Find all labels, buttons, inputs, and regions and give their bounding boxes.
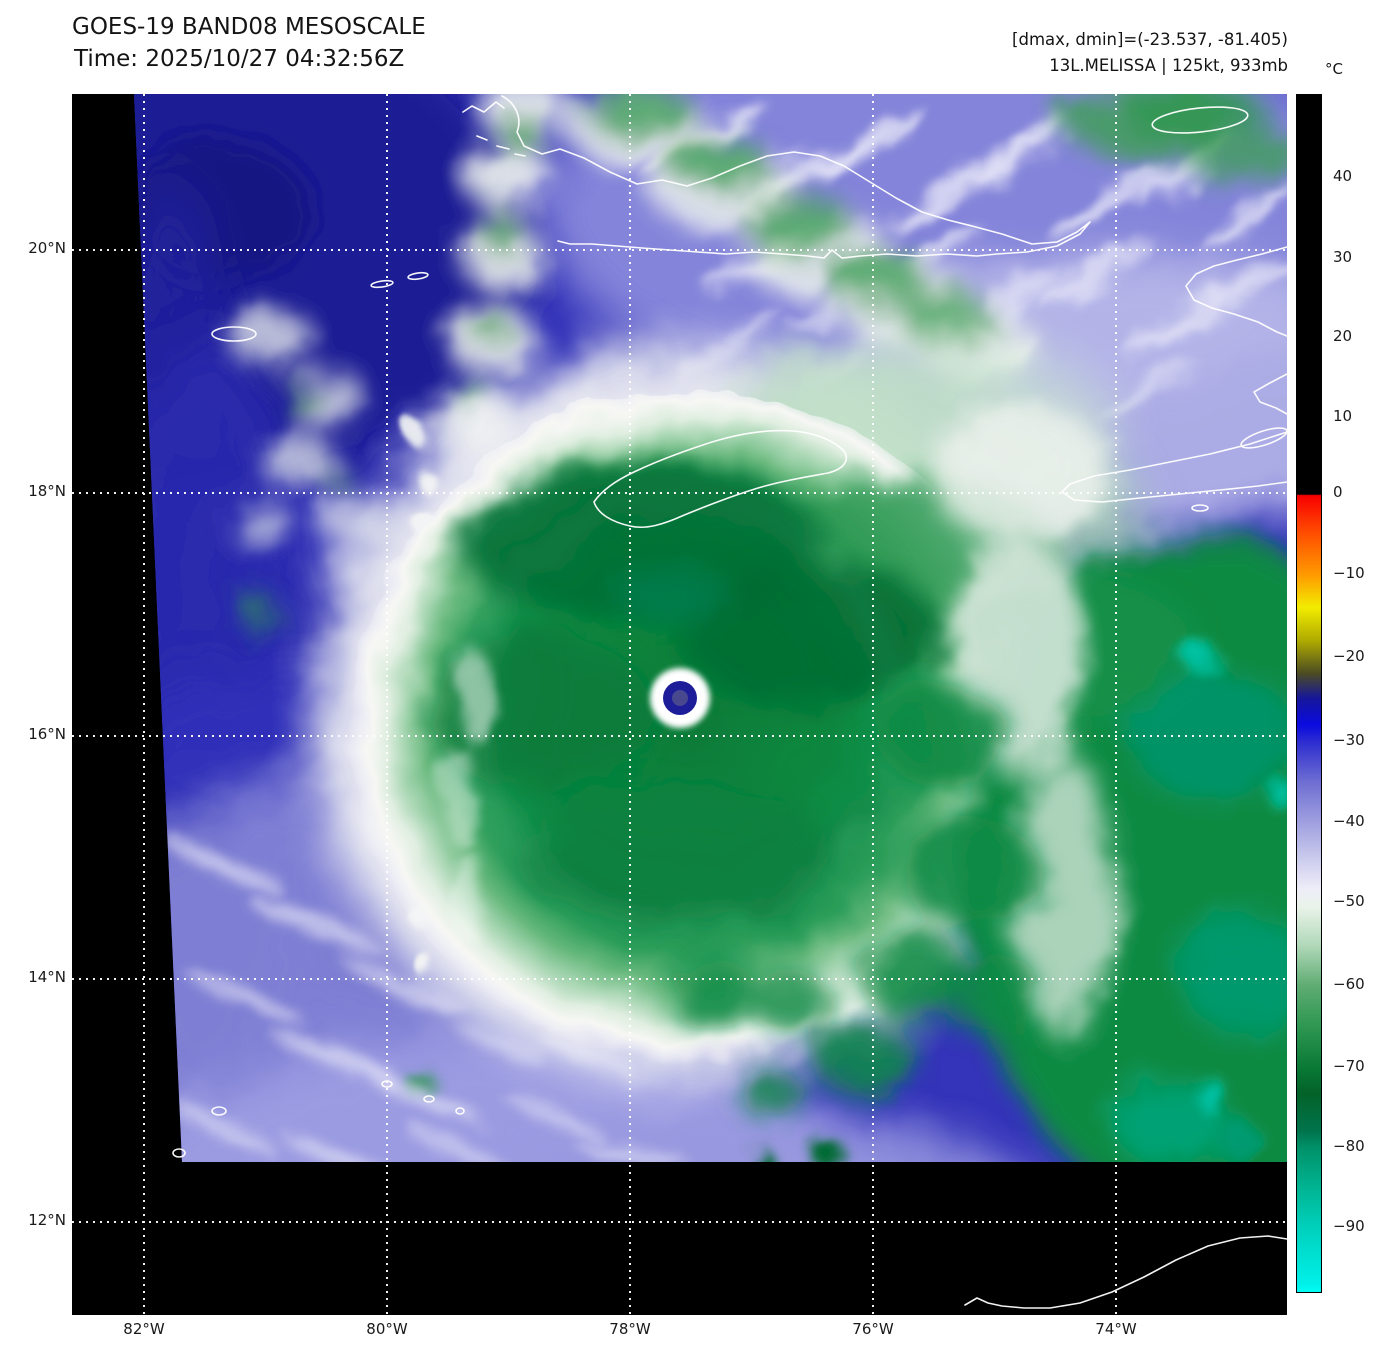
lon-label: 82°W <box>123 1320 165 1338</box>
colorbar-tick: 0 <box>1333 483 1343 501</box>
colorbar-tick: −10 <box>1333 564 1365 582</box>
colorbar-tick: −50 <box>1333 892 1365 910</box>
dmax-dmin-readout: [dmax, dmin]=(-23.537, -81.405) <box>1012 30 1288 49</box>
coastline-south-america <box>964 1235 1287 1309</box>
colorbar-tick: 20 <box>1333 327 1353 345</box>
colorbar-tick: 30 <box>1333 248 1353 266</box>
storm-info: 13L.MELISSA | 125kt, 933mb <box>1049 56 1288 75</box>
colorbar-tick: 40 <box>1333 167 1353 185</box>
colorbar-tick: −80 <box>1333 1137 1365 1155</box>
colorbar-tick: −30 <box>1333 731 1365 749</box>
hurricane-eye <box>650 668 710 728</box>
colorbar-tick: −60 <box>1333 975 1365 993</box>
lon-label: 80°W <box>366 1320 408 1338</box>
lon-label: 76°W <box>852 1320 894 1338</box>
coastline-tortuga <box>1151 106 1249 134</box>
colorbar-unit: °C <box>1325 60 1343 78</box>
cloud-field <box>134 94 1287 1162</box>
coastline-haiti-gulf <box>1253 373 1287 415</box>
colorbar-gradient <box>1296 94 1322 1293</box>
lat-label: 14°N <box>28 968 66 986</box>
satellite-imagery <box>72 94 1287 1315</box>
southern-convection <box>667 684 1042 1118</box>
data-region <box>134 94 1287 1162</box>
colorbar-tick: −90 <box>1333 1217 1365 1235</box>
coastline-jamaica <box>593 429 848 529</box>
lat-label: 18°N <box>28 482 66 500</box>
colorbar-tick: −70 <box>1333 1057 1365 1075</box>
page-title: GOES-19 BAND08 MESOSCALE <box>72 14 426 40</box>
coastline-cuba-islets <box>462 101 526 157</box>
east-convective-mass <box>932 404 1287 1162</box>
low-cloud-wisps <box>161 649 691 1162</box>
lon-label: 78°W <box>609 1320 651 1338</box>
colorbar-tick: −20 <box>1333 647 1365 665</box>
timestamp: Time: 2025/10/27 04:32:56Z <box>74 46 405 72</box>
coastlines <box>172 95 1287 1309</box>
satellite-map: Copyright © 2020-2025 Dapiya <box>72 94 1287 1315</box>
colorbar-tick: −40 <box>1333 812 1365 830</box>
lat-label: 12°N <box>28 1211 66 1229</box>
header-right: [dmax, dmin]=(-23.537, -81.405) 13L.MELI… <box>1012 27 1288 79</box>
lat-label: 20°N <box>28 239 66 257</box>
colorbar-tick: 10 <box>1333 407 1353 425</box>
coastline-haiti-tiburon <box>1061 431 1287 503</box>
lon-label: 74°W <box>1095 1320 1137 1338</box>
gridlines <box>72 94 1287 1315</box>
coastline-grand-cayman <box>211 326 257 342</box>
coastline-cuba <box>501 95 1091 259</box>
coastline-haiti-north <box>1185 246 1287 337</box>
lat-label: 16°N <box>28 725 66 743</box>
